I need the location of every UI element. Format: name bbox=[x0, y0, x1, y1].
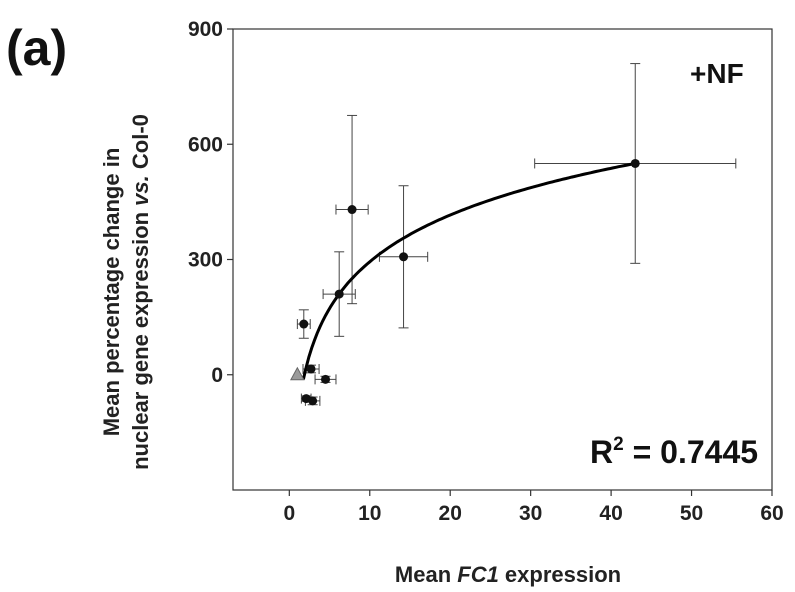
x-tick-label: 60 bbox=[760, 502, 783, 525]
data-point bbox=[399, 252, 409, 262]
r-squared-label: R2 = 0.7445 bbox=[590, 434, 758, 470]
x-axis-title: Mean FC1 expression bbox=[395, 562, 621, 587]
data-point bbox=[299, 319, 309, 329]
x-tick-label: 30 bbox=[519, 502, 542, 525]
y-tick-label: 0 bbox=[211, 364, 223, 387]
data-point bbox=[306, 364, 316, 374]
y-axis-title-line2: nuclear gene expression vs. Col-0 bbox=[128, 114, 153, 470]
x-tick-label: 40 bbox=[599, 502, 622, 525]
axes bbox=[232, 28, 773, 491]
x-tick-label: 20 bbox=[439, 502, 462, 525]
data-point bbox=[321, 374, 331, 384]
condition-label: +NF bbox=[690, 58, 744, 89]
error-bars bbox=[296, 63, 737, 406]
plot-frame bbox=[232, 28, 773, 491]
y-axis-title-line1: Mean percentage change in bbox=[99, 148, 124, 437]
reference-point-triangle bbox=[290, 366, 305, 381]
data-point bbox=[347, 205, 357, 215]
data-points bbox=[290, 158, 640, 406]
x-tick-label: 10 bbox=[358, 502, 381, 525]
y-tick-label: 300 bbox=[188, 249, 223, 272]
x-tick-label: 50 bbox=[680, 502, 703, 525]
y-tick-label: 600 bbox=[188, 133, 223, 156]
y-axis-ticks: 0 300 600 900 bbox=[188, 18, 233, 387]
data-point bbox=[308, 396, 318, 406]
panel-label: (a) bbox=[6, 20, 67, 76]
fit-curve bbox=[301, 161, 636, 380]
x-tick-label: 0 bbox=[283, 502, 295, 525]
data-point bbox=[334, 289, 344, 299]
y-tick-label: 900 bbox=[188, 18, 223, 41]
data-point bbox=[630, 158, 640, 168]
y-axis-title: Mean percentage change in nuclear gene e… bbox=[99, 114, 153, 470]
x-axis-ticks: 0 10 20 30 40 50 60 bbox=[283, 490, 784, 525]
